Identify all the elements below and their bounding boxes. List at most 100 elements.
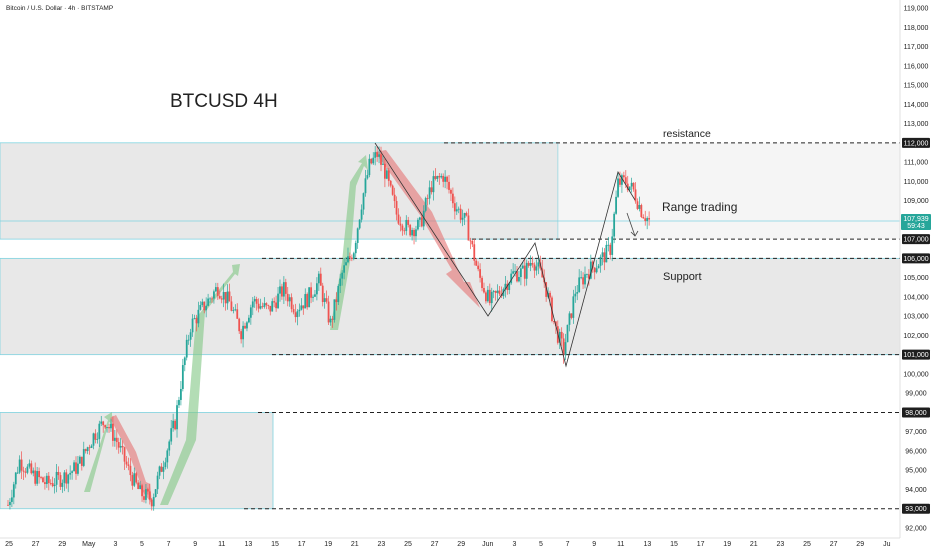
- candle: [428, 180, 431, 205]
- candle-body: [391, 185, 394, 195]
- candle-body: [156, 475, 159, 490]
- candle: [67, 473, 70, 493]
- candle-body: [304, 294, 307, 309]
- candle: [442, 173, 445, 188]
- candle-body: [611, 236, 614, 255]
- candle-body: [428, 187, 431, 199]
- up-arrow-3: [330, 155, 368, 330]
- candle-body: [327, 301, 330, 323]
- candle: [185, 334, 188, 361]
- candle: [440, 173, 443, 179]
- candle: [158, 465, 161, 480]
- candle: [224, 291, 227, 311]
- candle: [383, 158, 386, 188]
- candle: [259, 298, 262, 310]
- candle-body: [84, 449, 87, 452]
- candle-body: [34, 470, 37, 484]
- candle-body: [112, 423, 114, 441]
- y-tick-label: 96,000: [905, 448, 927, 455]
- candle: [471, 240, 474, 248]
- candle: [339, 273, 342, 294]
- candle: [7, 500, 9, 507]
- candle-body: [496, 290, 499, 293]
- candle-body: [595, 268, 598, 273]
- candle: [527, 260, 530, 268]
- candle: [399, 216, 402, 232]
- candle: [432, 170, 435, 201]
- candle-body: [36, 471, 39, 484]
- candle: [57, 466, 60, 480]
- y-tick-label: 111,000: [904, 160, 928, 167]
- candle: [273, 297, 276, 308]
- candle-body: [523, 265, 526, 279]
- candle-body: [465, 213, 468, 216]
- resistance-label: resistance: [663, 128, 711, 140]
- candle-body: [580, 277, 583, 279]
- candle-body: [593, 267, 596, 273]
- candle-body: [195, 318, 198, 324]
- candle-body: [300, 305, 303, 310]
- candle: [455, 202, 458, 216]
- candle-body: [113, 437, 116, 441]
- candle: [113, 429, 116, 447]
- candle-body: [376, 152, 379, 157]
- level-label-box: [902, 137, 930, 148]
- candle-body: [426, 198, 429, 199]
- candle-body: [129, 465, 132, 476]
- candle: [63, 470, 66, 492]
- candle: [436, 175, 439, 182]
- candle-body: [407, 219, 410, 225]
- y-tick-label: 104,000: [903, 294, 928, 301]
- candle: [288, 294, 291, 307]
- candle-body: [576, 292, 579, 294]
- candle: [362, 192, 365, 215]
- y-tick-label: 95,000: [905, 468, 927, 475]
- candle: [284, 278, 287, 301]
- candle-body: [226, 291, 229, 304]
- candle-body: [57, 471, 60, 476]
- candle-body: [325, 298, 328, 302]
- candle: [257, 298, 260, 313]
- candle: [345, 257, 347, 266]
- candle: [77, 456, 79, 476]
- x-tick-label: Ju: [883, 541, 891, 548]
- candle-body: [82, 449, 85, 466]
- candle: [102, 420, 105, 433]
- candle: [286, 286, 289, 307]
- candle-body: [420, 217, 423, 227]
- candle-body: [98, 423, 101, 439]
- candle: [26, 464, 29, 475]
- candle-body: [230, 301, 233, 311]
- candle-body: [168, 441, 171, 451]
- candle: [636, 198, 639, 211]
- candle: [282, 276, 285, 305]
- candle-body: [372, 157, 375, 164]
- candle-body: [442, 175, 445, 182]
- candle-body: [422, 210, 425, 227]
- candle-body: [485, 292, 487, 302]
- candle: [115, 429, 118, 450]
- y-tick-label: 119,000: [904, 6, 929, 13]
- candle-body: [104, 425, 107, 428]
- candle: [42, 476, 44, 483]
- candle: [207, 293, 210, 307]
- candle: [510, 269, 513, 285]
- candle-body: [214, 287, 217, 292]
- candle: [335, 292, 338, 311]
- candle-body: [632, 182, 635, 190]
- x-tick-label: 15: [670, 541, 678, 548]
- candle: [92, 432, 95, 450]
- candle: [352, 251, 355, 261]
- x-tick-label: 15: [271, 541, 279, 548]
- candle-body: [88, 447, 91, 449]
- candle: [519, 264, 522, 286]
- support-label: Support: [663, 271, 702, 283]
- candle-body: [158, 466, 161, 476]
- candle-body: [488, 289, 491, 304]
- candle: [589, 254, 592, 280]
- candle: [61, 479, 64, 493]
- candle: [193, 314, 196, 320]
- candle-body: [582, 277, 584, 285]
